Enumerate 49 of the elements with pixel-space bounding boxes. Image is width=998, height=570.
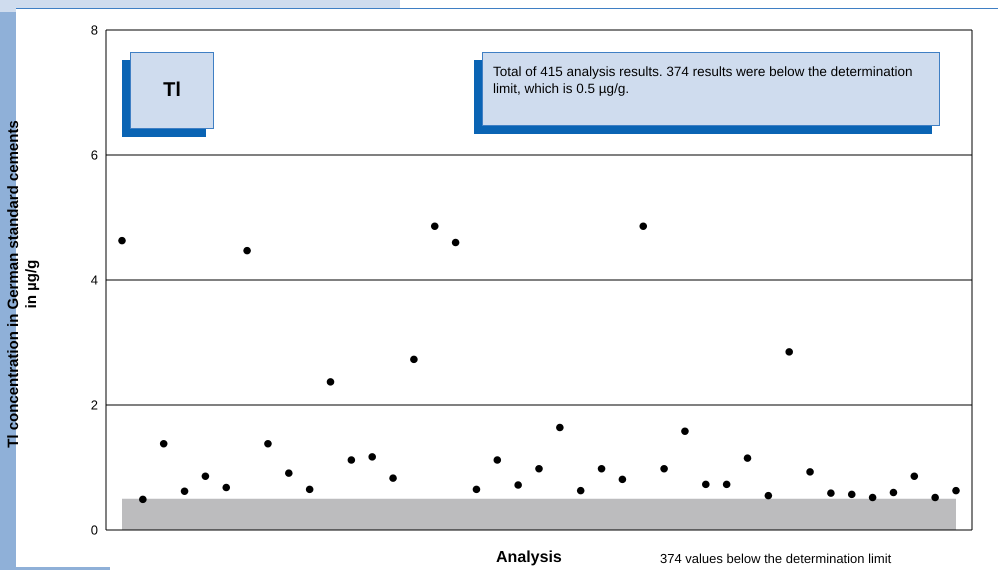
point [785, 348, 793, 356]
point [702, 480, 710, 488]
point [764, 492, 772, 500]
point [410, 356, 418, 364]
point [598, 464, 606, 473]
point [931, 494, 939, 502]
point [868, 494, 876, 502]
point [639, 222, 648, 230]
point [576, 486, 584, 494]
point [430, 222, 439, 230]
point [139, 496, 147, 504]
y-tick-label: 0 [90, 522, 98, 538]
point [556, 424, 564, 432]
point [285, 469, 293, 477]
point [306, 486, 314, 494]
point [618, 476, 626, 484]
point [264, 440, 272, 448]
point [243, 246, 251, 254]
y-tick-label: 4 [90, 272, 98, 288]
x-axis-title: Analysis [496, 549, 562, 567]
point [160, 440, 168, 448]
point [806, 468, 814, 476]
point [514, 481, 522, 489]
point [472, 486, 480, 494]
point [681, 427, 689, 436]
point [348, 456, 356, 464]
text: 374 values below the determination limit [660, 551, 892, 566]
point [910, 472, 918, 480]
point [326, 378, 334, 386]
point [952, 486, 960, 494]
point [848, 490, 856, 498]
y-tick-label: 6 [90, 148, 98, 163]
y-tick-label: 8 [90, 22, 98, 38]
point [890, 488, 898, 496]
point [368, 453, 376, 461]
y-axis-title: Tl concentration in German standard cements in µg/g [5, 119, 41, 449]
point [722, 480, 730, 488]
point [389, 474, 397, 482]
point [222, 484, 230, 492]
point [535, 464, 543, 473]
point [494, 456, 502, 464]
point [118, 236, 126, 244]
point [452, 238, 460, 246]
point [827, 489, 835, 497]
point [660, 464, 668, 473]
point [180, 487, 188, 496]
point [202, 472, 210, 480]
point [744, 454, 752, 462]
y-tick-label: 2 [90, 398, 98, 413]
